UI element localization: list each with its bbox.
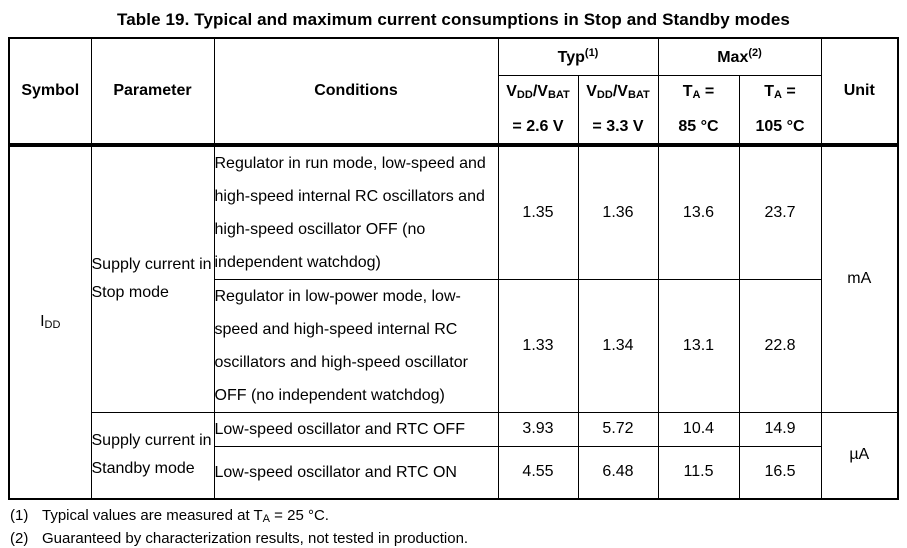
header-row-groups: Symbol Parameter Conditions Typ(1) Max(2…: [8, 37, 899, 147]
symbol-subscript: DD: [44, 319, 61, 332]
text-part: = 25 °C.: [270, 507, 329, 524]
value-cell: 1.34: [577, 278, 659, 413]
value-cell: 13.6: [657, 144, 740, 280]
footnote-1: (1) Typical values are measured at TA = …: [10, 507, 907, 525]
value-cell: 4.55: [497, 445, 579, 500]
vdd-symbol: VDD/VBAT: [579, 76, 657, 111]
header-conditions: Conditions: [213, 37, 499, 147]
table-row: IDD Supply current in Stop mode Regulato…: [8, 144, 899, 500]
header-symbol: Symbol: [8, 37, 92, 147]
value-cell: 16.5: [738, 445, 822, 500]
text-part: =: [700, 82, 715, 100]
footnotes: (1) Typical values are measured at TA = …: [10, 507, 907, 548]
ta-symbol: TA =: [740, 76, 820, 111]
header-vdd-3v3: VDD/VBAT = 3.3 V: [577, 74, 659, 147]
subscript-part: DD: [516, 88, 533, 101]
value-cell: 1.35: [497, 144, 579, 280]
value-cell: 13.1: [657, 278, 740, 413]
value-cell: 3.93: [497, 411, 579, 447]
value-cell: 14.9: [738, 411, 822, 447]
text-part: V: [586, 82, 597, 100]
text-part: /V: [612, 82, 628, 100]
footnote-number: (2): [10, 530, 29, 547]
header-ta-105: TA = 105 °C: [738, 74, 822, 147]
subscript-part: BAT: [627, 88, 650, 101]
vdd-symbol: VDD/VBAT: [499, 76, 577, 111]
typ-label: Typ: [557, 48, 585, 66]
symbol-cell: IDD: [8, 144, 92, 500]
symbol-main: I: [40, 313, 45, 331]
condition-cell: Low-speed oscillator and RTC OFF: [213, 411, 499, 447]
text-part: Typical values are measured at T: [42, 507, 263, 524]
ta-value: 105 °C: [755, 117, 805, 135]
value-cell: 5.72: [577, 411, 659, 447]
table-row: Supply current in Standby mode Low-speed…: [9, 411, 899, 500]
max-label: Max: [717, 48, 749, 66]
unit-cell: µA: [820, 411, 899, 500]
vdd-value: = 3.3 V: [592, 117, 644, 135]
subscript-part: BAT: [547, 88, 570, 101]
table-body: IDD Supply current in Stop mode Regulato…: [8, 144, 899, 500]
text-part: /V: [532, 82, 548, 100]
text-part: Guaranteed by characterization results, …: [42, 530, 469, 547]
value-cell: 1.33: [497, 278, 579, 413]
text-part: =: [781, 82, 796, 100]
unit-cell: mA: [820, 144, 899, 413]
value-cell: 6.48: [577, 445, 659, 500]
header-parameter: Parameter: [90, 37, 215, 147]
current-consumption-table: Symbol Parameter Conditions Typ(1) Max(2…: [8, 37, 900, 500]
typ-footnote-ref: (1): [584, 46, 599, 59]
condition-cell: Low-speed oscillator and RTC ON: [213, 445, 499, 500]
footnote-text: Guaranteed by characterization results, …: [42, 530, 468, 548]
parameter-stop-cell: Supply current in Stop mode: [90, 144, 215, 413]
text-part: T: [764, 82, 775, 100]
header-typ: Typ(1): [497, 37, 659, 76]
header-vdd-2v6: VDD/VBAT = 2.6 V: [497, 74, 579, 147]
value-cell: 22.8: [738, 278, 822, 413]
footnote-2: (2) Guaranteed by characterization resul…: [10, 530, 907, 548]
value-cell: 23.7: [738, 144, 822, 280]
header-max: Max(2): [657, 37, 822, 76]
subscript-part: A: [262, 513, 271, 525]
ta-value: 85 °C: [678, 117, 719, 135]
header-ta-85: TA = 85 °C: [657, 74, 740, 147]
header-row-subcolumns: VDD/VBAT = 2.6 V VDD/VBAT = 3.3 V TA = 8…: [9, 74, 898, 147]
datasheet-page: Table 19. Typical and maximum current co…: [8, 10, 900, 547]
header-unit: Unit: [820, 37, 899, 147]
ta-symbol: TA =: [659, 76, 738, 111]
table-title: Table 19. Typical and maximum current co…: [117, 10, 790, 29]
subscript-part: DD: [596, 88, 613, 101]
condition-cell: Regulator in run mode, low-speed and hig…: [213, 144, 499, 280]
value-cell: 10.4: [657, 411, 740, 447]
value-cell: 1.36: [577, 144, 659, 280]
subscript-part: A: [774, 88, 782, 101]
text-part: V: [506, 82, 517, 100]
footnote-text: Typical values are measured at TA = 25 °…: [42, 507, 329, 525]
subscript-part: A: [692, 88, 701, 101]
vdd-value: = 2.6 V: [512, 117, 564, 135]
footnote-number: (1): [10, 507, 29, 524]
text-part: T: [682, 82, 693, 100]
parameter-standby-cell: Supply current in Standby mode: [90, 411, 215, 500]
condition-cell: Regulator in low-power mode, low-speed a…: [213, 278, 499, 413]
max-footnote-ref: (2): [748, 46, 762, 59]
value-cell: 11.5: [657, 445, 740, 500]
table-header: Symbol Parameter Conditions Typ(1) Max(2…: [8, 37, 899, 147]
table-row: Low-speed oscillator and RTC ON 4.55 6.4…: [9, 445, 898, 500]
